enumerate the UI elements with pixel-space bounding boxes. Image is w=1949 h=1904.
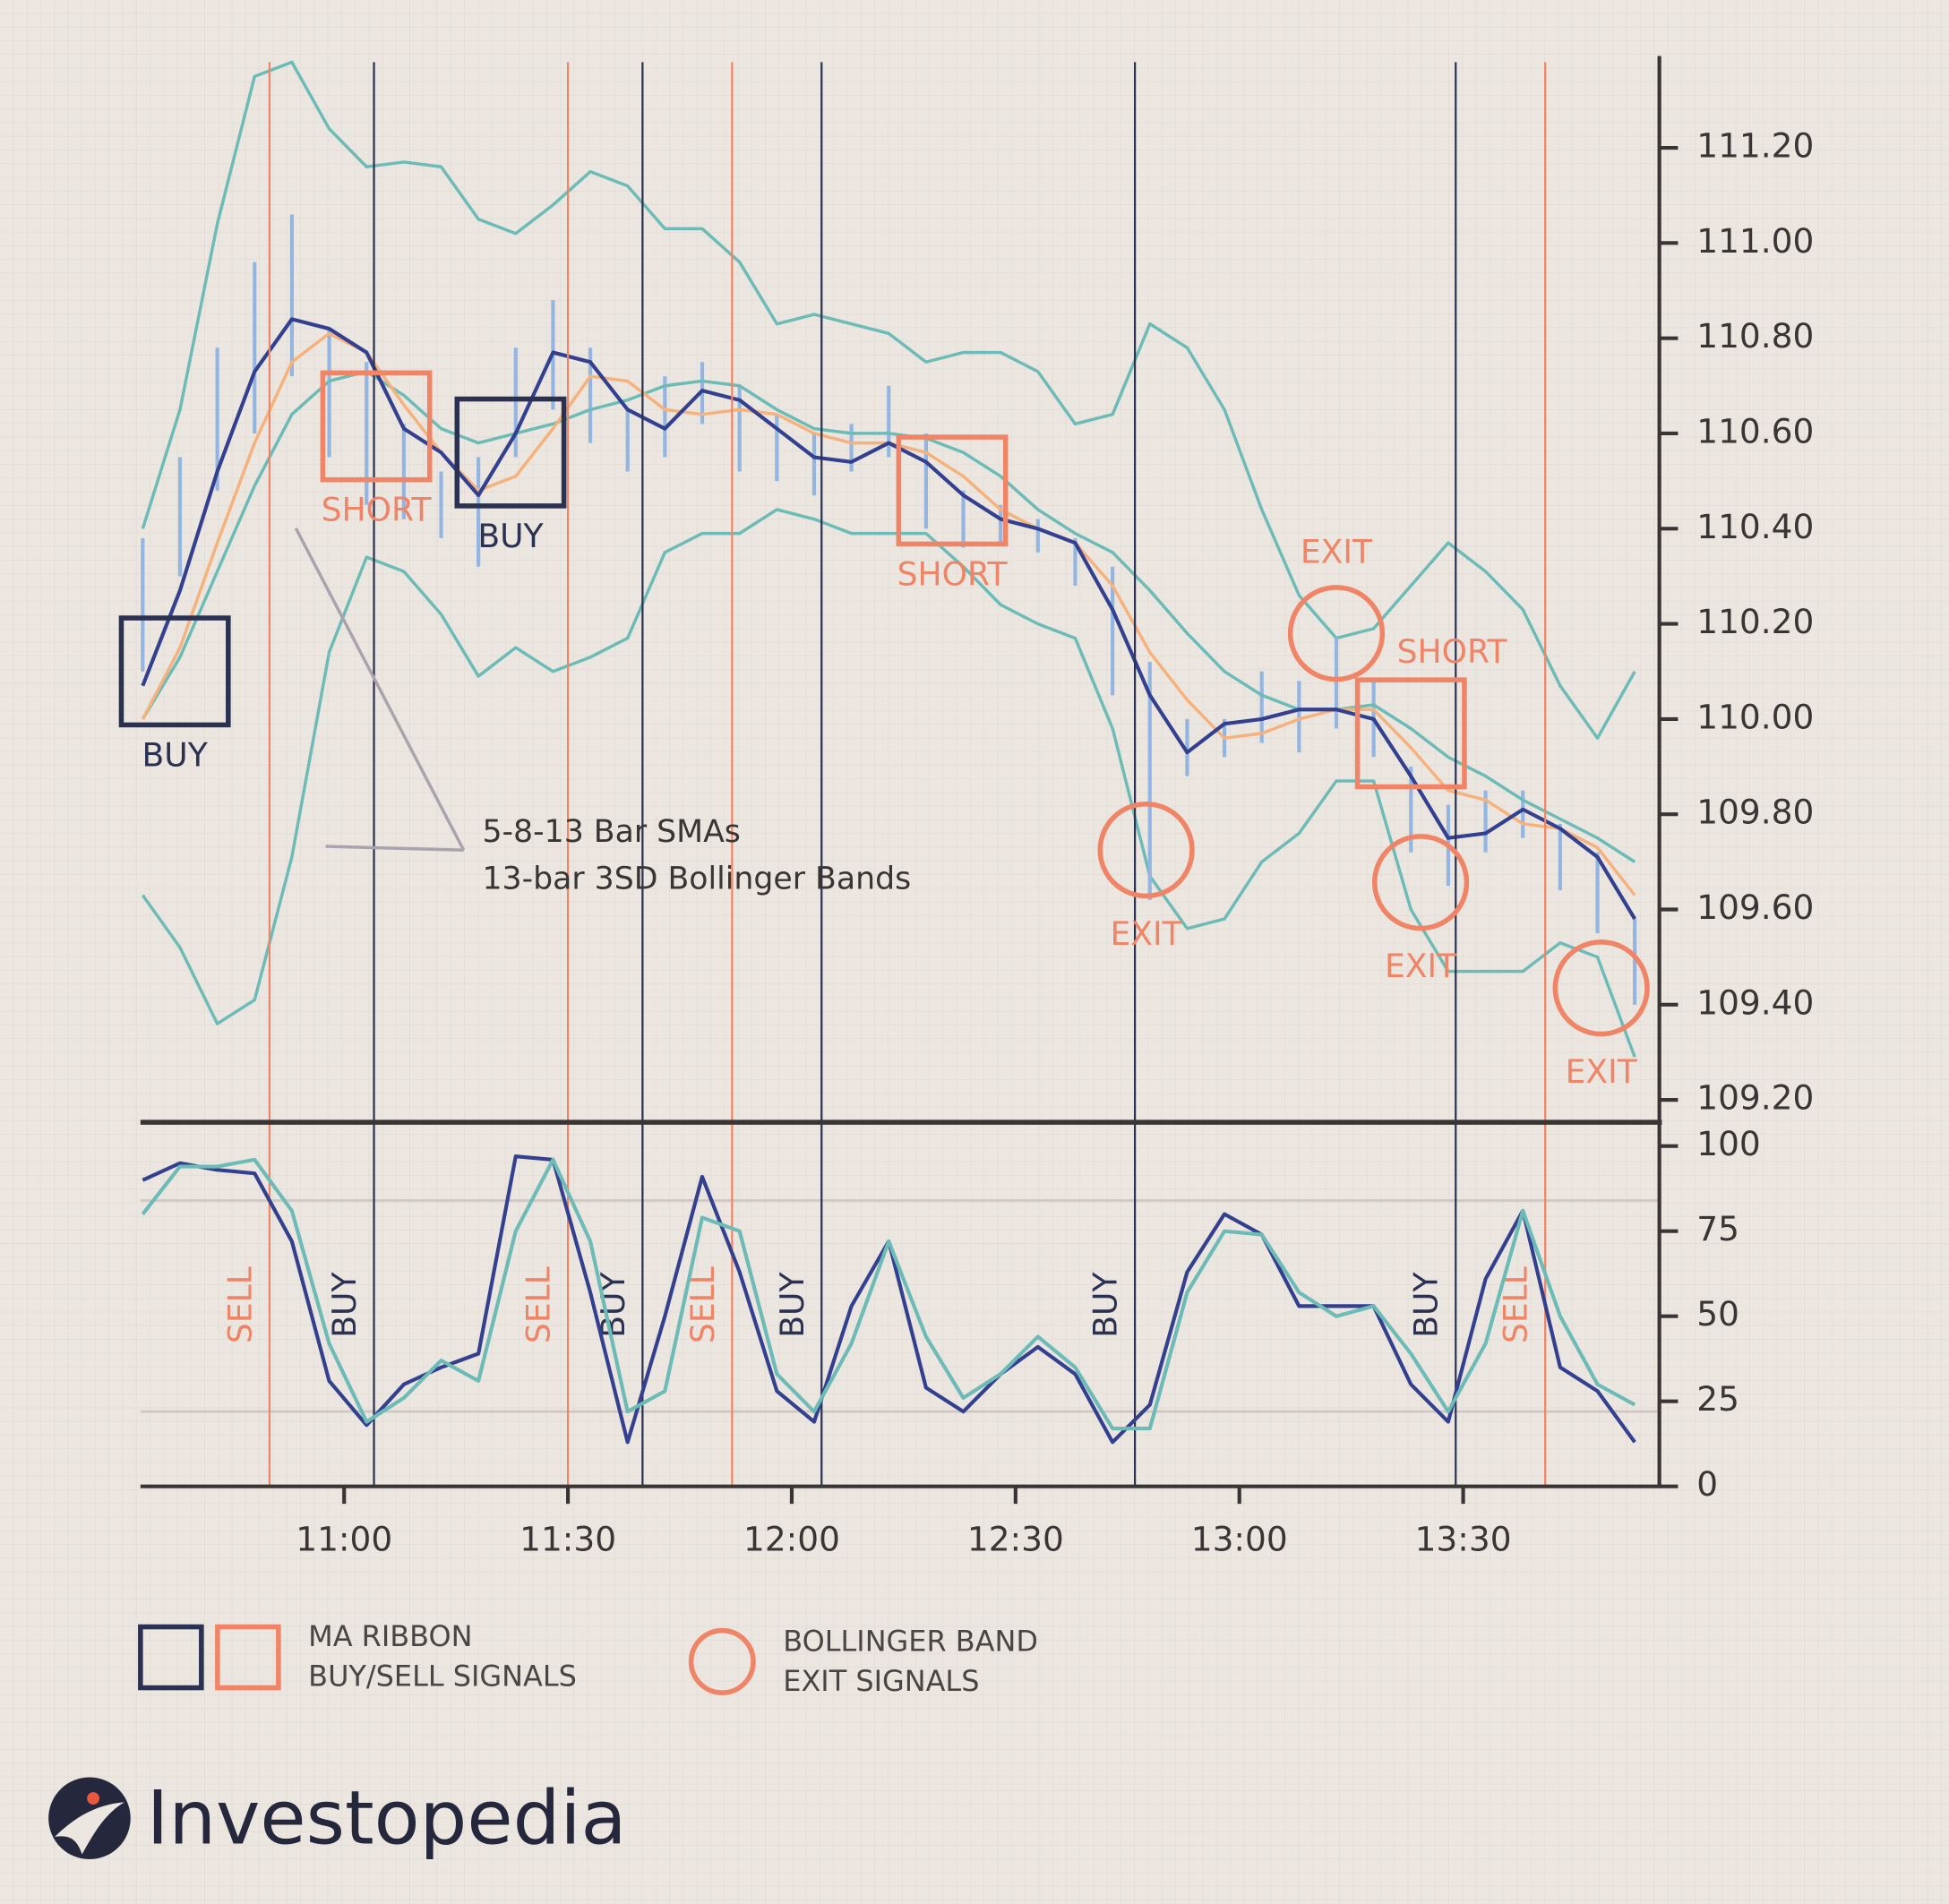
x-tick-label: 12:00 <box>743 1519 840 1558</box>
legend-swatch <box>215 1624 281 1691</box>
signal-box <box>1354 677 1467 790</box>
signal-label: EXIT <box>1385 948 1457 985</box>
y-tick-label: 75 <box>1696 1209 1739 1248</box>
signal-label: EXIT <box>1301 533 1373 570</box>
signal-box <box>118 615 231 728</box>
exit-circle <box>1371 834 1470 931</box>
y-tick-label: 109.40 <box>1696 982 1814 1022</box>
y-tick-label: 110.00 <box>1696 697 1814 736</box>
note-pointer <box>325 845 464 852</box>
y-tick-label: 110.20 <box>1696 602 1814 641</box>
front-layer: BUY SHORT BUY SHORT EXIT EXIT SHORT EXIT EXIT 109… <box>118 126 1814 1558</box>
logo: Investopedia <box>48 1775 627 1862</box>
signal-box <box>320 370 433 483</box>
series-line <box>141 317 1636 921</box>
signal-box <box>896 434 1009 547</box>
legend-swatch <box>688 1627 756 1695</box>
signal-label: SELL <box>221 1266 259 1343</box>
signal-label: SHORT <box>897 556 1009 594</box>
series-line <box>141 60 1636 740</box>
signal-label: EXIT <box>1566 1053 1638 1091</box>
note-pointer <box>294 527 466 852</box>
x-tick-label: 13:30 <box>1415 1519 1512 1558</box>
back-layer: SELL BUY SELL BUY SELL BUY BUY BUY SELL <box>140 60 1660 1487</box>
y-tick-label: 110.60 <box>1696 411 1814 450</box>
y-tick-label: 25 <box>1696 1379 1739 1419</box>
logo-swoosh <box>55 1802 124 1855</box>
y-tick-label: 0 <box>1696 1464 1718 1504</box>
legend-swatch <box>138 1624 204 1691</box>
signal-label: SHORT <box>322 492 433 529</box>
legend: MA RIBBON BUY/SELL SIGNALS BOLLINGER BAN… <box>138 1619 1038 1698</box>
y-tick-label: 110.40 <box>1696 507 1814 546</box>
signal-label: BUY <box>326 1272 364 1338</box>
brand: Investopedia <box>147 1775 627 1862</box>
note: 5-8-13 Bar SMAs <box>482 814 740 850</box>
signal-label: SHORT <box>1397 633 1508 671</box>
x-tick-label: 11:00 <box>296 1519 392 1558</box>
signal-label: EXIT <box>1110 915 1182 953</box>
x-tick-label: 11:30 <box>519 1519 616 1558</box>
y-tick-label: 109.80 <box>1696 793 1814 832</box>
series-line <box>141 508 1636 1058</box>
y-tick-label: 100 <box>1696 1124 1761 1163</box>
legend-label: EXIT SIGNALS <box>783 1664 979 1698</box>
y-tick-label: 109.60 <box>1696 888 1814 927</box>
y-tick-label: 50 <box>1696 1294 1739 1334</box>
y-tick-label: 110.80 <box>1696 316 1814 356</box>
signal-label: SELL <box>520 1266 558 1343</box>
exit-circle <box>1097 801 1195 899</box>
signal-label: BUY <box>142 736 209 774</box>
y-tick-label: 109.20 <box>1696 1078 1814 1118</box>
signal-label: BUY <box>477 518 544 555</box>
legend-label: BUY/SELL SIGNALS <box>308 1659 577 1693</box>
signal-box <box>454 396 567 509</box>
x-tick-label: 12:30 <box>967 1519 1064 1558</box>
y-tick-label: 111.00 <box>1696 221 1814 261</box>
signal-label: BUY <box>1408 1272 1446 1338</box>
exit-circle <box>1552 939 1650 1037</box>
signal-label: BUY <box>1087 1272 1125 1338</box>
legend-label: BOLLINGER BAND <box>783 1625 1038 1659</box>
exit-circle <box>1287 585 1386 682</box>
note: 13-bar 3SD Bollinger Bands <box>482 862 911 897</box>
x-tick-label: 13:00 <box>1191 1519 1288 1558</box>
legend-label: MA RIBBON <box>308 1619 472 1653</box>
logo-dot <box>87 1792 100 1805</box>
y-tick-label: 111.20 <box>1696 126 1814 166</box>
signal-label: BUY <box>774 1272 811 1338</box>
series-line <box>141 1157 1636 1431</box>
